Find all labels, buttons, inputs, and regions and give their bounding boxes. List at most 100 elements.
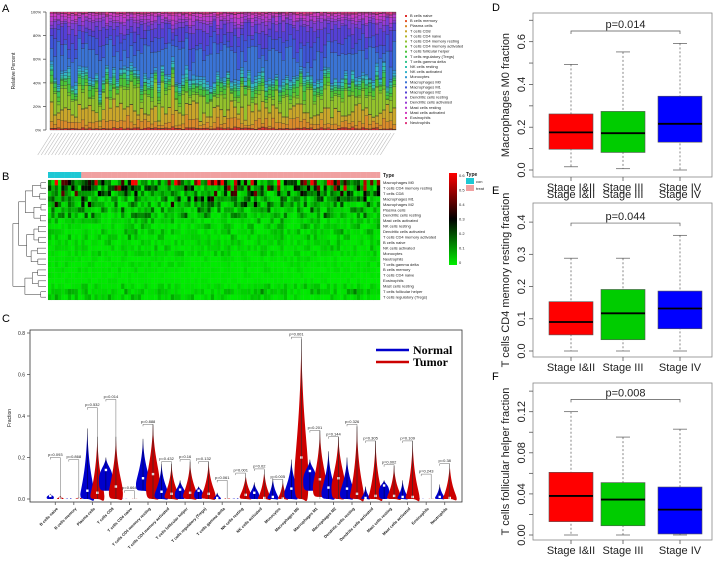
bar-segment	[188, 97, 192, 105]
bar-segment	[298, 19, 303, 27]
heatmap-cell	[250, 239, 255, 246]
heatmap-cell	[180, 256, 185, 262]
heatmap-cell	[203, 250, 208, 257]
heatmap-cell	[84, 272, 89, 279]
bar-segment	[392, 76, 397, 79]
bar-segment	[267, 50, 272, 79]
heatmap-cell	[303, 190, 308, 197]
heatmap-cell	[326, 201, 331, 208]
heatmap-cell	[330, 229, 334, 235]
heatmap-cell	[286, 196, 291, 202]
heatmap-cell	[134, 294, 138, 301]
bar-segment	[205, 11, 210, 14]
bar-segment	[330, 11, 334, 14]
bar-segment	[53, 19, 58, 22]
heatmap-cell	[303, 294, 308, 301]
heatmap-cell	[227, 196, 231, 202]
legend-swatch	[405, 91, 407, 94]
heatmap-cell	[356, 190, 361, 197]
bar-segment	[202, 87, 206, 89]
heatmap-cell	[167, 185, 172, 192]
heatmap-cell	[134, 190, 138, 197]
sample-label	[265, 132, 281, 156]
heatmap-cell	[296, 272, 301, 279]
heatmap-cell	[363, 196, 367, 202]
heatmap-cell	[230, 212, 235, 219]
colorbar-tick-label: 0.3	[459, 217, 465, 222]
heatmap-cell	[167, 283, 172, 290]
bar-segment	[143, 11, 148, 14]
heatmap-cell	[184, 207, 188, 213]
heatmap-cell	[270, 218, 274, 224]
type-annotation-cell	[267, 172, 271, 178]
heatmap-cell	[333, 201, 338, 208]
bar-segment	[371, 90, 376, 97]
heatmap-cell	[97, 245, 102, 251]
bar-segment	[181, 123, 186, 130]
heatmap-cell	[356, 218, 361, 224]
heatmap-cell	[180, 294, 185, 301]
heatmap-cell	[197, 229, 201, 235]
heatmap-cell	[120, 278, 125, 284]
bar-segment	[312, 42, 317, 61]
bar-segment	[160, 66, 165, 70]
bar-segment	[233, 85, 237, 89]
heatmap-cell	[360, 201, 364, 208]
bar-segment	[382, 20, 386, 26]
sample-label	[151, 132, 167, 156]
bar-segment	[226, 20, 231, 24]
bar-segment	[271, 23, 276, 40]
heatmap-cell	[350, 185, 354, 192]
p-value-bracket	[161, 461, 172, 499]
bar-segment	[371, 23, 376, 37]
bar-segment	[143, 85, 148, 91]
bar-segment	[312, 12, 317, 14]
bar-segment	[309, 127, 314, 129]
bar-segment	[229, 81, 234, 84]
bar-segment	[385, 121, 390, 130]
bar-segment	[146, 19, 151, 23]
bar-segment	[167, 15, 172, 21]
heatmap-cell	[180, 278, 185, 284]
heatmap-cell	[333, 207, 338, 213]
bar-segment	[198, 43, 203, 49]
heatmap-cell	[323, 201, 328, 208]
bar-segment	[157, 51, 161, 83]
bar-segment	[343, 120, 348, 128]
bar-segment	[139, 38, 144, 54]
bar-segment	[167, 128, 172, 131]
bar-segment	[146, 83, 151, 87]
dendrogram-branch	[31, 272, 39, 284]
heatmap-cell	[306, 272, 311, 279]
heatmap-cell	[290, 223, 294, 230]
violin-median-normal	[67, 497, 71, 500]
bar-segment	[74, 116, 78, 118]
bar-segment	[139, 108, 144, 122]
bar-segment	[292, 106, 296, 119]
bar-segment	[288, 12, 293, 15]
bar-segment	[53, 20, 58, 29]
bar-segment	[309, 20, 314, 28]
bar-segment	[285, 47, 289, 76]
bar-segment	[236, 127, 241, 131]
bar-segment	[312, 82, 317, 86]
bar-segment	[371, 80, 376, 83]
heatmap-cell	[233, 250, 238, 257]
heatmap-cell	[323, 223, 328, 230]
bar-segment	[119, 69, 123, 74]
bar-segment	[388, 100, 393, 113]
bar-segment	[330, 21, 334, 30]
bar-segment	[174, 91, 179, 99]
heatmap-cell	[263, 261, 268, 268]
heatmap-cell	[363, 229, 367, 235]
bar-segment	[153, 51, 158, 68]
heatmap-cell	[353, 201, 357, 208]
heatmap-cell	[310, 234, 314, 241]
bar-segment	[191, 80, 196, 84]
heatmap-cell	[356, 223, 361, 230]
bar-segment	[77, 83, 82, 86]
heatmap-cell	[203, 190, 208, 197]
heatmap-cell	[107, 234, 112, 241]
bar-segment	[278, 91, 282, 93]
bar-segment	[105, 97, 109, 122]
